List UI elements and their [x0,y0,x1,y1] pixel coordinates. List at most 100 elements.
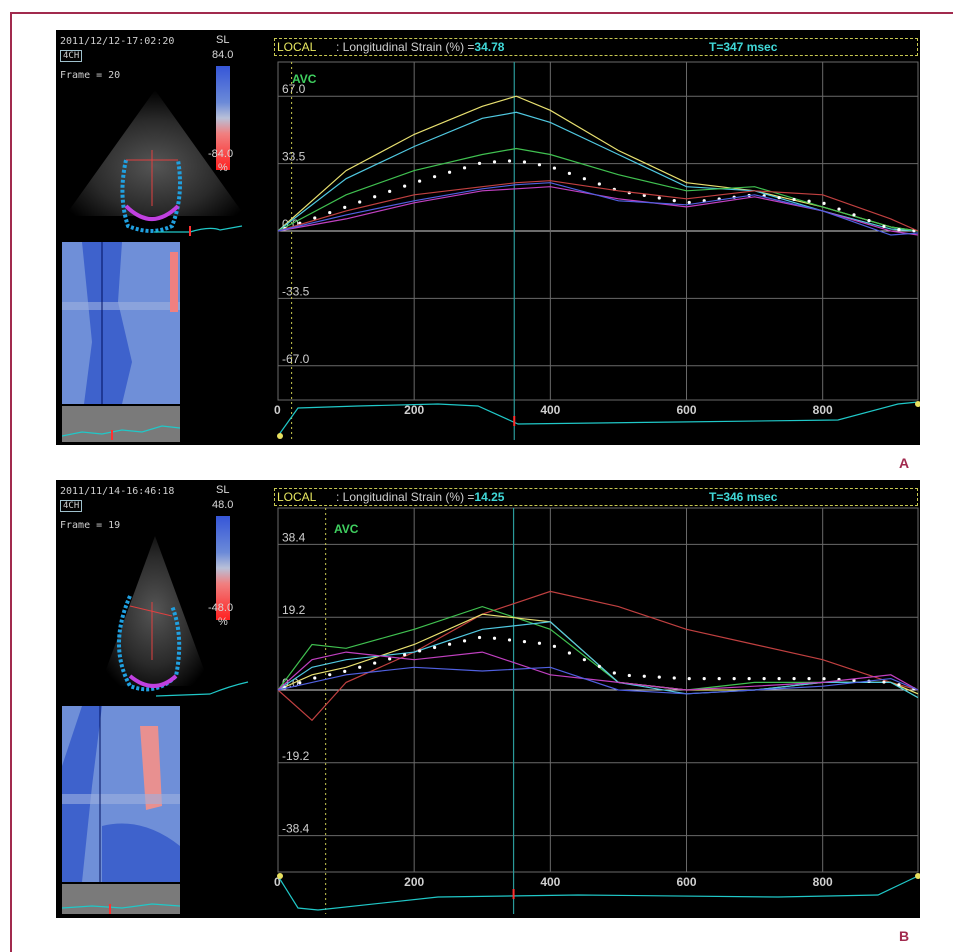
frame-number: Frame = 19 [60,520,121,531]
panel-b: 2011/11/14-16:46:18 4CH Frame = 19 SL 48… [56,480,920,918]
series-point [642,193,646,197]
series-point [432,175,437,179]
series-point [777,196,781,200]
x-tick-label: 600 [676,875,696,889]
series-point [358,200,362,204]
series-point [343,669,347,673]
figure-frame-left [10,12,12,952]
series-line-1 [277,605,919,699]
series-point [567,171,572,175]
series-point [702,677,706,681]
series-point [882,680,886,684]
series-line-6 [277,666,919,695]
series-point [807,677,811,681]
scale-unit: % [218,162,228,174]
x-tick-label: 200 [404,403,424,417]
figure-frame-top [10,12,953,14]
series-point [447,642,452,646]
series-point [403,653,407,657]
series-point [477,161,482,165]
timestamp: 2011/11/14-16:46:18 [60,486,175,497]
series-point [762,677,766,681]
series-point [373,661,377,665]
series-line-0 [277,590,919,722]
series-point [313,676,317,680]
series-line-3 [277,621,919,699]
series-point [672,199,676,203]
strain-title: : Longitudinal Strain (%) =14.25 [336,490,504,504]
x-tick-label: 0 [274,875,281,889]
scale-unit: % [218,616,228,628]
series-point [822,677,826,681]
series-point [567,651,572,655]
strain-title: : Longitudinal Strain (%) =34.78 [336,40,504,54]
series-point [747,677,751,681]
strain-colorbar [216,66,230,170]
strain-value: 34.78 [474,40,505,54]
series-point [897,683,901,687]
series-point [462,166,467,170]
x-tick-label: 400 [540,403,560,417]
series-point [627,673,631,678]
strain-mmode-map [62,242,180,404]
ecg-start-handle[interactable] [277,873,283,879]
series-point [552,644,557,648]
series-point [597,664,601,668]
series-point [687,677,691,681]
series-point [522,160,527,164]
y-tick-label: -33.5 [282,284,310,298]
avc-label: AVC [292,72,317,86]
series-point [507,638,512,642]
y-tick-label: 19.2 [282,603,306,617]
series-line-2 [277,147,919,232]
series-point [882,224,886,228]
series-point [597,182,601,186]
x-tick-label: 0 [274,403,281,417]
ecg-end-handle[interactable] [915,401,920,407]
ecg-trace [277,401,919,437]
y-tick-label: -38.4 [282,822,310,836]
frame-number: Frame = 20 [60,70,121,81]
series-line-6 [277,182,919,236]
ecg-trace [277,875,919,911]
series-point [657,675,661,679]
avc-label: AVC [334,522,359,536]
scale-max: 84.0 [212,49,234,61]
series-point [432,645,437,650]
series-point [822,201,826,205]
panel-letter-a: A [899,455,910,471]
series-point [477,635,482,640]
ecg-end-handle[interactable] [915,873,920,879]
local-label: LOCAL [277,490,317,504]
y-tick-label: 67.0 [282,82,306,96]
series-point [717,677,721,681]
series-point [642,674,646,678]
ecg-strip [62,884,180,914]
series-point [807,199,811,203]
echo-image [100,536,249,697]
scale-min: -84.0 [208,148,234,160]
series-point [388,189,392,194]
series-point [897,227,901,232]
ecg-start-handle[interactable] [277,433,283,439]
series-point [418,179,422,183]
scale-min: -48.0 [208,602,234,614]
series-point [358,665,362,669]
series-point [837,207,841,211]
series-point [492,160,497,164]
ecg-strip [62,406,180,442]
timestamp: 2011/12/12-17:02:20 [60,36,175,47]
x-tick-label: 800 [813,875,833,889]
time-readout: T=346 msec [709,490,778,504]
scale-label: SL [216,34,230,46]
scale-max: 48.0 [212,499,234,511]
panel-a: 2011/12/12-17:02:20 4CH Frame = 20 SL 84… [56,30,920,445]
series-point [732,677,736,681]
series-point [298,681,302,685]
x-tick-label: 600 [676,403,696,417]
y-tick-label: -19.2 [282,749,310,763]
series-point [462,639,467,643]
series-point [418,649,422,653]
scale-label: SL [216,484,230,496]
series-point [403,184,407,188]
